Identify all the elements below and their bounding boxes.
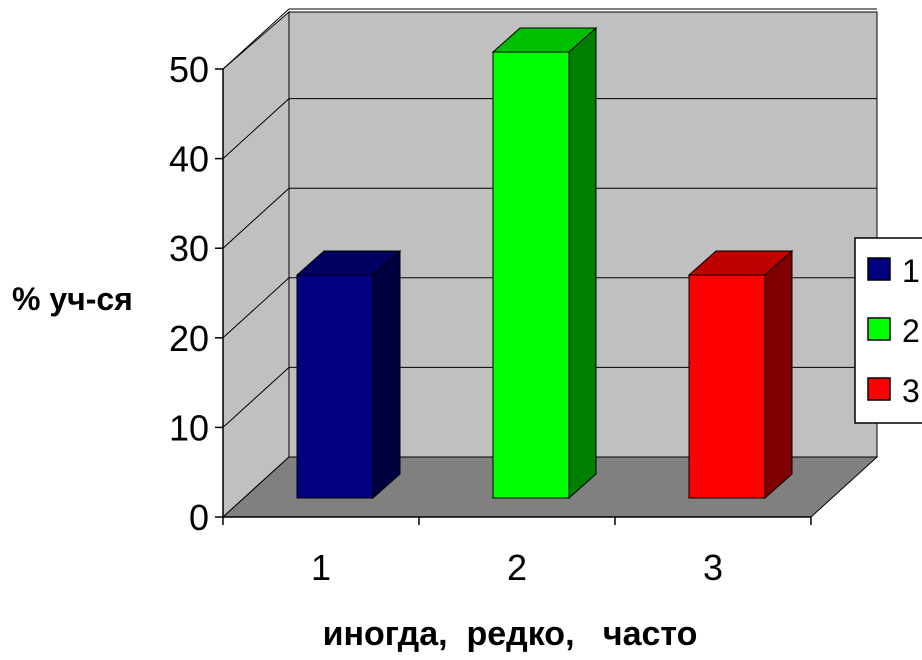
x-tick-label: 3 bbox=[703, 547, 723, 588]
y-tick-label: 50 bbox=[169, 49, 209, 90]
bar-side bbox=[568, 26, 597, 500]
bar-side bbox=[372, 249, 401, 500]
gridline bbox=[222, 367, 290, 428]
axes bbox=[215, 68, 812, 525]
bar bbox=[491, 26, 598, 500]
side-wall bbox=[222, 10, 290, 519]
bar-front bbox=[296, 274, 374, 499]
bar-side bbox=[764, 249, 793, 500]
x-tick-label: 1 bbox=[311, 547, 331, 588]
y-tick-label: 30 bbox=[169, 228, 209, 269]
bar-front bbox=[492, 51, 570, 499]
y-tick-label: 20 bbox=[169, 318, 209, 359]
y-tick-label: 10 bbox=[169, 407, 209, 448]
y-tick-label: 0 bbox=[189, 497, 209, 538]
gridline bbox=[222, 187, 290, 249]
y-axis-label: % уч-ся bbox=[12, 281, 133, 317]
legend: 1 2 3 bbox=[854, 237, 922, 424]
x-tick-label: 2 bbox=[507, 547, 527, 588]
x-tick-labels: 1 2 3 bbox=[311, 547, 723, 588]
legend-label: 1 bbox=[902, 253, 920, 289]
legend-label: 2 bbox=[902, 313, 920, 349]
legend-item: 2 bbox=[867, 313, 920, 349]
legend-item: 3 bbox=[867, 373, 920, 409]
legend-item: 1 bbox=[867, 253, 920, 289]
x-axis-label: иногда, редко, часто bbox=[323, 615, 698, 653]
gridline bbox=[222, 98, 290, 159]
bar-front bbox=[688, 274, 766, 499]
y-tick-labels: 0 10 20 30 40 50 bbox=[169, 49, 209, 538]
bars bbox=[295, 26, 794, 500]
legend-swatch bbox=[867, 377, 891, 401]
legend-swatch bbox=[867, 257, 891, 281]
bar bbox=[687, 249, 794, 500]
legend-swatch bbox=[867, 317, 891, 341]
legend-label: 3 bbox=[902, 373, 920, 409]
bar bbox=[295, 249, 402, 500]
y-tick-label: 40 bbox=[169, 139, 209, 180]
gridline bbox=[222, 277, 290, 339]
gridline bbox=[222, 8, 290, 70]
